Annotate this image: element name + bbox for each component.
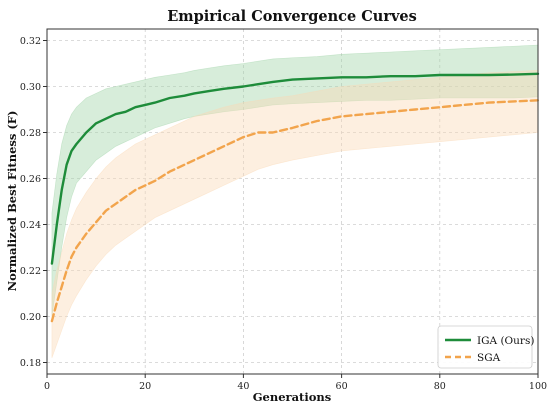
- legend-label-sga: SGA: [477, 352, 501, 364]
- x-axis-label: Generations: [253, 390, 332, 404]
- series-lines: [50, 72, 540, 323]
- y-tick-label: 0.18: [20, 358, 41, 369]
- y-axis-label: Normalized Best Fitness (F): [5, 111, 19, 292]
- y-tick-label: 0.24: [20, 220, 41, 231]
- legend-box: [437, 325, 533, 369]
- y-axis-ticks: 0.18 0.20 0.22 0.24 0.26 0.28 0.30 0.32: [20, 36, 47, 369]
- x-tick-label: 20: [139, 381, 151, 392]
- series-line-sga: [50, 99, 540, 323]
- legend: IGA (Ours) SGA: [437, 325, 534, 369]
- x-tick-label: 100: [529, 381, 547, 392]
- x-tick-label: 0: [44, 381, 50, 392]
- x-tick-label: 40: [237, 381, 249, 392]
- y-tick-label: 0.30: [20, 82, 41, 93]
- legend-label-iga: IGA (Ours): [477, 335, 534, 347]
- x-axis-ticks: 0 20 40 60 80 100: [44, 374, 547, 392]
- y-tick-label: 0.28: [20, 128, 41, 139]
- x-tick-label: 80: [434, 381, 446, 392]
- chart-title: Empirical Convergence Curves: [167, 8, 417, 25]
- y-tick-label: 0.26: [20, 174, 41, 185]
- x-tick-label: 60: [336, 381, 348, 392]
- y-tick-label: 0.32: [20, 36, 41, 47]
- plot-frame: [46, 28, 539, 375]
- confidence-bands: [51, 44, 539, 359]
- series-line-iga: [50, 72, 540, 265]
- y-tick-label: 0.22: [20, 266, 41, 277]
- y-tick-label: 0.20: [20, 312, 41, 323]
